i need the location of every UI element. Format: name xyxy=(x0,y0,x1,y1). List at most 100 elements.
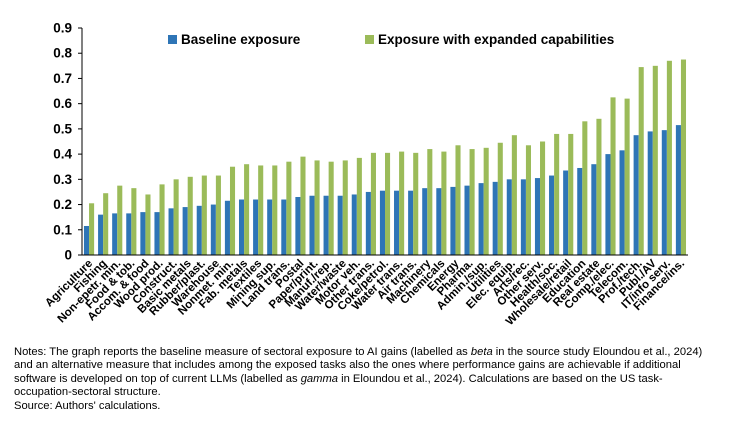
bar-baseline xyxy=(83,225,90,255)
bar-chart: 0 0.1 0.2 0.3 0.4 0.5 0.6 0.7 0.8 0.9 Agriculture… xyxy=(43,21,688,328)
bar-baseline xyxy=(365,191,371,255)
bar-expanded xyxy=(525,145,531,255)
bar-baseline xyxy=(675,125,681,255)
bar-baseline xyxy=(168,208,174,255)
bar-expanded xyxy=(511,135,517,255)
bar-baseline xyxy=(619,150,625,255)
bar-expanded xyxy=(385,152,391,255)
bar-baseline xyxy=(563,170,569,255)
bar-baseline xyxy=(337,195,343,255)
bar-baseline xyxy=(436,188,442,255)
bar-expanded xyxy=(215,175,221,255)
bar-expanded xyxy=(103,193,109,255)
y-tick-label: 0 xyxy=(64,248,72,263)
y-tick-label: 0.3 xyxy=(53,172,72,187)
legend-swatch-baseline xyxy=(168,35,177,44)
bar-baseline xyxy=(661,130,667,255)
bar-baseline xyxy=(323,195,329,255)
source-line: Source: Authors' calculations. xyxy=(14,399,161,412)
bar-baseline xyxy=(492,181,498,255)
bar-baseline xyxy=(534,178,541,255)
y-tick-label: 0.8 xyxy=(53,46,72,61)
y-tick-label: 0.6 xyxy=(53,96,72,111)
bar-baseline xyxy=(112,213,118,255)
y-tick-label: 0.2 xyxy=(53,197,72,212)
bar-expanded xyxy=(652,65,658,255)
bar-expanded xyxy=(89,203,95,255)
bar-expanded xyxy=(356,157,362,255)
bar-expanded xyxy=(427,149,433,255)
bar-baseline xyxy=(591,164,597,255)
bar-expanded xyxy=(286,161,292,255)
bars xyxy=(83,59,687,256)
bar-baseline xyxy=(281,199,287,255)
bar-expanded xyxy=(624,98,630,256)
bar-baseline xyxy=(224,200,230,255)
bar-expanded xyxy=(272,165,278,255)
bar-expanded xyxy=(173,179,179,255)
notes-paragraph: Notes: The graph reports the baseline me… xyxy=(14,346,703,399)
bar-expanded xyxy=(680,59,687,255)
legend: Baseline exposure Exposure with expanded… xyxy=(168,32,614,47)
legend-label-expanded: Exposure with expanded capabilities xyxy=(378,32,614,47)
bar-expanded xyxy=(610,97,616,255)
bar-baseline xyxy=(351,194,357,255)
y-tick-label: 0.7 xyxy=(53,71,72,86)
bar-baseline xyxy=(577,167,583,255)
bar-baseline xyxy=(605,154,611,255)
bar-baseline xyxy=(422,188,428,255)
bar-expanded xyxy=(145,194,151,255)
bar-expanded xyxy=(244,164,250,255)
bar-baseline xyxy=(267,199,273,255)
y-tick-label: 0.4 xyxy=(53,147,72,162)
bar-expanded xyxy=(314,160,320,255)
legend-swatch-expanded xyxy=(365,35,374,44)
bar-baseline xyxy=(464,185,470,255)
bar-expanded xyxy=(483,147,489,255)
bar-baseline xyxy=(520,179,526,255)
bar-expanded xyxy=(568,133,574,255)
bar-baseline xyxy=(239,199,245,255)
bar-baseline xyxy=(196,205,202,255)
bar-expanded xyxy=(229,166,236,255)
bar-expanded xyxy=(201,175,207,255)
bar-baseline xyxy=(549,175,555,255)
bar-expanded xyxy=(497,142,503,255)
bar-baseline xyxy=(633,135,639,255)
legend-label-baseline: Baseline exposure xyxy=(181,32,301,47)
bar-baseline xyxy=(295,196,301,255)
bar-expanded xyxy=(399,151,405,255)
bar-expanded xyxy=(328,161,334,255)
y-tick-label: 0.9 xyxy=(53,21,72,36)
bar-expanded xyxy=(342,160,348,255)
bar-expanded xyxy=(131,188,137,255)
bar-expanded xyxy=(370,152,376,255)
bar-baseline xyxy=(309,195,315,255)
bar-baseline xyxy=(478,183,484,255)
y-tick-label: 0.1 xyxy=(53,222,72,237)
bar-baseline xyxy=(210,204,216,255)
bar-expanded xyxy=(300,156,306,255)
bar-expanded xyxy=(441,151,447,255)
bar-baseline xyxy=(379,190,385,255)
bar-expanded xyxy=(554,133,560,255)
bar-expanded xyxy=(159,184,165,255)
bar-baseline xyxy=(394,190,400,255)
bar-expanded xyxy=(666,60,672,255)
bar-baseline xyxy=(154,212,160,255)
chart-notes: Notes: The graph reports the baseline me… xyxy=(14,346,719,413)
bar-baseline xyxy=(126,213,132,255)
bar-expanded xyxy=(455,145,461,255)
bar-baseline xyxy=(450,186,456,255)
bar-expanded xyxy=(413,152,419,255)
bar-expanded xyxy=(638,67,644,255)
y-axis: 0 0.1 0.2 0.3 0.4 0.5 0.6 0.7 0.8 0.9 xyxy=(53,21,83,263)
bar-baseline xyxy=(182,207,188,255)
bar-baseline xyxy=(647,131,653,255)
bar-baseline xyxy=(140,212,146,255)
bar-expanded xyxy=(258,165,264,255)
bar-expanded xyxy=(187,176,193,255)
y-tick-label: 0.5 xyxy=(53,121,72,136)
bar-expanded xyxy=(117,185,123,255)
